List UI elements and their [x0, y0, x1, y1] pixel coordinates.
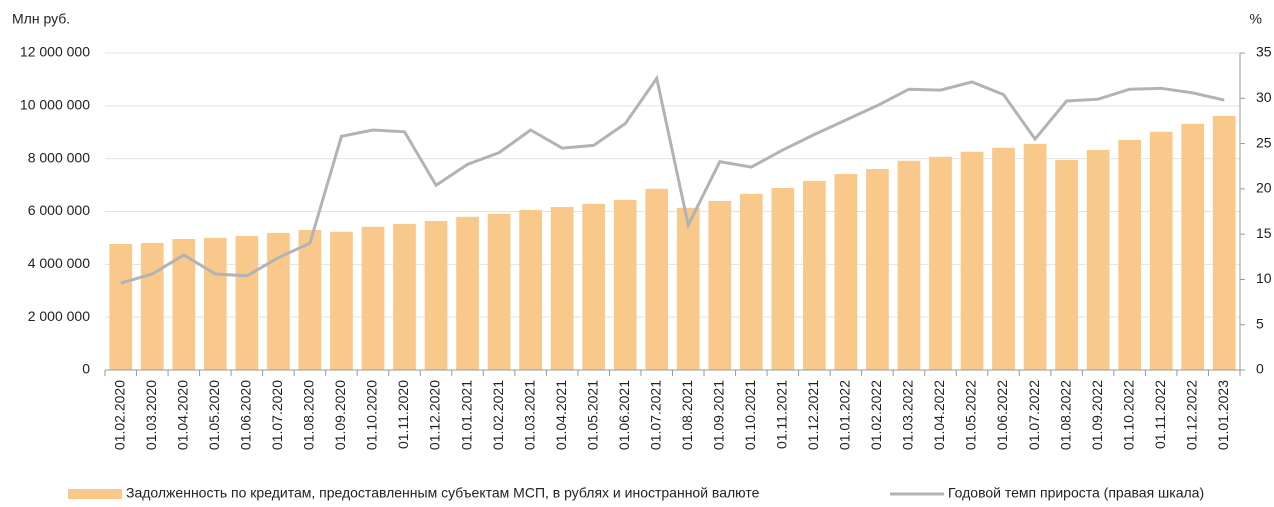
y-tick-label: 0	[82, 361, 90, 377]
y2-tick-label: 35	[1256, 44, 1272, 60]
x-tick-label: 01.03.2022	[900, 380, 916, 450]
bar	[1212, 115, 1236, 370]
bar	[645, 188, 669, 370]
bar	[897, 160, 921, 370]
bar	[267, 232, 290, 370]
bar	[1149, 131, 1173, 370]
x-tick-label: 01.08.2020	[301, 380, 317, 450]
bar	[582, 203, 606, 370]
x-tick-label: 01.06.2021	[616, 380, 632, 450]
bar	[1023, 143, 1047, 370]
y2-tick-label: 15	[1256, 225, 1272, 241]
x-tick-label: 01.02.2021	[490, 380, 506, 450]
x-tick-label: 01.04.2022	[931, 380, 947, 450]
legend-swatch	[68, 489, 122, 499]
y-tick-label: 6 000 000	[28, 202, 90, 218]
bar	[330, 231, 353, 370]
bar	[613, 199, 637, 370]
bar	[456, 216, 479, 370]
y2-tick-label: 25	[1256, 134, 1272, 150]
y-tick-label: 8 000 000	[28, 149, 90, 165]
y2-tick-label: 0	[1256, 361, 1264, 377]
y-axis-label: Млн руб.	[12, 11, 70, 27]
x-tick-label: 01.10.2021	[742, 380, 758, 450]
y2-tick-label: 30	[1256, 89, 1272, 105]
bar	[298, 229, 322, 370]
bar	[393, 223, 416, 370]
x-tick-label: 01.01.2021	[458, 380, 474, 450]
bar	[235, 236, 259, 370]
bar	[361, 226, 385, 370]
x-tick-label: 01.03.2020	[143, 380, 159, 450]
x-tick-label: 01.10.2020	[364, 380, 380, 450]
y-tick-label: 2 000 000	[28, 308, 90, 324]
x-tick-label: 01.09.2021	[710, 380, 726, 450]
x-tick-label: 01.04.2021	[553, 380, 569, 450]
x-tick-label: 01.07.2020	[269, 380, 285, 450]
x-tick-label: 01.12.2022	[1183, 380, 1199, 450]
y2-tick-label: 20	[1256, 180, 1272, 196]
x-tick-label: 01.10.2022	[1120, 380, 1136, 450]
bar	[550, 207, 574, 370]
y2-tick-label: 10	[1256, 270, 1272, 286]
x-tick-label: 01.05.2022	[963, 380, 979, 450]
bar	[676, 207, 700, 370]
x-tick-label: 01.02.2022	[868, 380, 884, 450]
x-tick-label: 01.01.2023	[1215, 380, 1231, 450]
x-tick-label: 01.07.2021	[647, 380, 663, 450]
bar	[739, 193, 763, 370]
bar	[203, 237, 227, 370]
bar	[1086, 149, 1110, 370]
x-tick-label: 01.04.2020	[175, 380, 191, 450]
bar	[834, 173, 858, 370]
x-tick-label: 01.08.2022	[1057, 380, 1073, 450]
bar	[708, 200, 732, 370]
bar	[866, 168, 889, 370]
y-tick-label: 4 000 000	[28, 255, 90, 271]
x-tick-label: 01.01.2022	[837, 380, 853, 450]
legend-label: Задолженность по кредитам, предоставленн…	[126, 485, 760, 501]
x-tick-label: 01.12.2020	[427, 380, 443, 450]
bar	[109, 243, 133, 370]
bar	[519, 209, 542, 370]
line	[120, 74, 1225, 285]
x-tick-label: 01.08.2021	[679, 380, 695, 450]
x-tick-label: 01.11.2021	[774, 380, 790, 449]
x-tick-label: 01.05.2021	[584, 380, 600, 450]
y-tick-label: 10 000 000	[20, 97, 90, 113]
x-tick-label: 01.07.2022	[1026, 380, 1042, 450]
bar	[1181, 123, 1205, 371]
y-tick-label: 12 000 000	[20, 44, 90, 60]
x-tick-label: 01.03.2021	[521, 380, 537, 450]
bar	[172, 238, 196, 370]
y2-axis-label: %	[1250, 11, 1262, 27]
bar	[929, 156, 952, 370]
bar	[487, 213, 511, 370]
x-tick-label: 01.12.2021	[805, 380, 821, 450]
bar	[992, 147, 1015, 370]
bar	[140, 242, 164, 370]
y2-tick-label: 5	[1256, 315, 1264, 331]
bar	[960, 151, 984, 370]
x-tick-label: 01.06.2020	[238, 380, 254, 450]
bar	[424, 221, 448, 370]
x-tick-label: 01.02.2020	[111, 380, 127, 450]
bar	[1055, 159, 1078, 370]
x-tick-label: 01.05.2020	[206, 380, 222, 450]
bar	[803, 180, 826, 370]
x-tick-label: 01.09.2022	[1089, 380, 1105, 450]
x-tick-label: 01.11.2022	[1152, 380, 1168, 449]
x-tick-label: 01.11.2020	[395, 380, 411, 449]
bar	[771, 187, 795, 370]
x-tick-label: 01.06.2022	[994, 380, 1010, 450]
bar	[1118, 139, 1142, 370]
legend-label: Годовой темп прироста (правая шкала)	[948, 485, 1204, 501]
x-tick-label: 01.09.2020	[332, 380, 348, 450]
